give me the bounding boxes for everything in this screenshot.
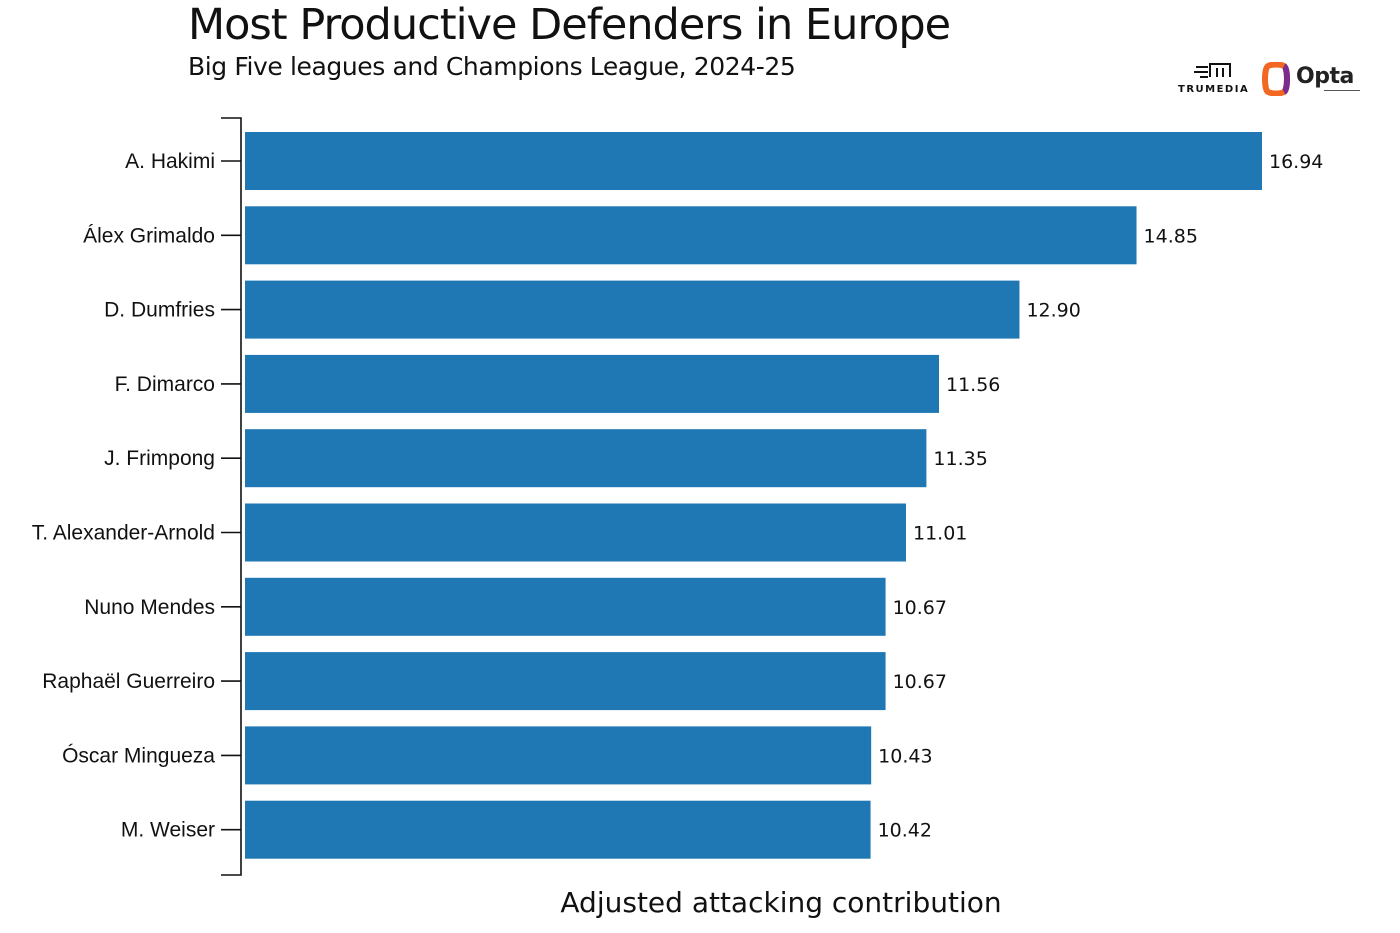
trumedia-logo: TRUMEDIA <box>1172 60 1252 100</box>
bar-5 <box>245 503 906 562</box>
value-label: 11.01 <box>913 523 967 545</box>
bar-2 <box>245 280 1020 339</box>
category-label: Óscar Mingueza <box>62 744 215 767</box>
value-label: 10.43 <box>878 745 932 767</box>
value-label: 10.42 <box>878 820 932 842</box>
bar-9 <box>245 800 871 859</box>
value-label: 10.67 <box>893 597 947 619</box>
chart-subtitle: Big Five leagues and Champions League, 2… <box>188 52 796 81</box>
bars-layer: 16.94 14.85 12.90 11.56 11.35 11.01 10.67 10.67… <box>245 132 1323 859</box>
opta-mark-icon <box>1262 62 1290 96</box>
value-label: 14.85 <box>1144 225 1198 247</box>
trumedia-mark-icon <box>1194 63 1231 78</box>
category-label: Raphaël Guerreiro <box>42 670 215 693</box>
bar-3 <box>245 354 940 413</box>
bar-8 <box>245 726 872 785</box>
bar-4 <box>245 429 927 488</box>
category-label: M. Weiser <box>121 819 215 842</box>
opta-wordmark: Opta <box>1296 64 1354 89</box>
bar-0 <box>245 132 1262 190</box>
category-label: A. Hakimi <box>125 150 215 173</box>
category-label: Nuno Mendes <box>84 596 215 619</box>
bar-1 <box>245 206 1137 265</box>
category-label: J. Frimpong <box>104 447 215 470</box>
bar-6 <box>245 577 886 636</box>
bar-7 <box>245 652 886 711</box>
value-label: 11.56 <box>946 374 1000 396</box>
value-label: 16.94 <box>1269 151 1323 173</box>
category-label: F. Dimarco <box>115 373 215 396</box>
opta-logo: Opta <box>1262 60 1367 100</box>
value-label: 11.35 <box>933 448 987 470</box>
x-axis-label: Adjusted attacking contribution <box>560 886 1001 919</box>
value-label: 12.90 <box>1026 300 1080 322</box>
category-label: Álex Grimaldo <box>83 224 215 247</box>
opta-underline <box>1324 90 1360 91</box>
y-axis: A. Hakimi Álex Grimaldo D. Dumfries F. Dima… <box>32 117 242 876</box>
value-label: 10.67 <box>893 671 947 693</box>
category-label: T. Alexander-Arnold <box>32 522 215 545</box>
category-label: D. Dumfries <box>104 299 215 322</box>
trumedia-wordmark: TRUMEDIA <box>1178 84 1250 95</box>
y-axis-line <box>221 117 242 876</box>
chart-title: Most Productive Defenders in Europe <box>188 0 951 50</box>
